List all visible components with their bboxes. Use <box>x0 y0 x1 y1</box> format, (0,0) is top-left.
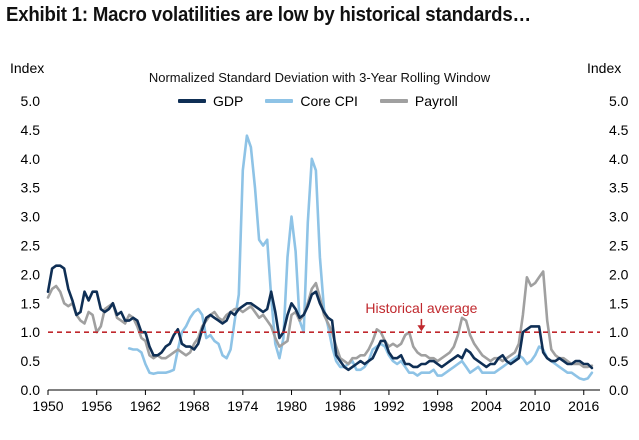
y-tick-label-left: 1.0 <box>21 324 41 340</box>
y-tick-label-right: 4.5 <box>609 122 629 138</box>
x-tick-label: 2010 <box>519 398 550 414</box>
y-tick-label-right: 4.0 <box>609 151 629 167</box>
y-tick-label-left: 2.0 <box>21 266 41 282</box>
legend-item-payroll: Payroll <box>379 93 458 109</box>
x-tick-label: 1968 <box>179 398 210 414</box>
y-tick-label-right: 3.0 <box>609 209 629 225</box>
x-tick-label: 2004 <box>471 398 502 414</box>
legend-label-gdp: GDP <box>213 93 244 109</box>
y-tick-label-left: 3.5 <box>21 180 41 196</box>
right-axis-unit-label: Index <box>587 60 622 76</box>
y-tick-label-left: 0.5 <box>21 353 41 369</box>
y-tick-label-right: 5.0 <box>609 93 629 109</box>
legend-label-core-cpi: Core CPI <box>300 93 358 109</box>
y-tick-label-right: 2.5 <box>609 238 629 254</box>
historical-average-label: Historical average <box>365 300 477 316</box>
y-tick-label-right: 2.0 <box>609 266 629 282</box>
annotation-arrow-head <box>417 325 426 332</box>
chart-legend: GDP Core CPI Payroll <box>178 93 458 109</box>
y-tick-label-right: 3.5 <box>609 180 629 196</box>
y-axis-right: 0.0 0.5 1.0 1.5 2.0 2.5 3.0 3.5 4.0 4.5 5.0 <box>609 93 629 398</box>
x-tick-label: 1980 <box>276 398 307 414</box>
y-tick-label-left: 4.0 <box>21 151 41 167</box>
x-tick-label: 1992 <box>373 398 404 414</box>
x-tick-label: 1986 <box>325 398 356 414</box>
series-line-core-cpi <box>127 134 594 381</box>
legend-swatch-payroll <box>379 99 408 103</box>
y-tick-label-left: 0.0 <box>21 382 41 398</box>
legend-item-gdp: GDP <box>178 93 243 109</box>
y-tick-label-left: 3.0 <box>21 209 41 225</box>
x-tick-label: 1950 <box>32 398 63 414</box>
y-tick-label-right: 0.0 <box>609 382 629 398</box>
exhibit-title: Exhibit 1: Macro volatilities are low by… <box>6 4 531 26</box>
y-tick-label-left: 5.0 <box>21 93 41 109</box>
x-tick-label: 1962 <box>130 398 161 414</box>
legend-swatch-core-cpi <box>265 99 294 103</box>
legend-item-core-cpi: Core CPI <box>265 93 358 109</box>
y-tick-label-right: 0.5 <box>609 353 629 369</box>
x-tick-label: 2016 <box>568 398 599 414</box>
y-tick-label-right: 1.5 <box>609 295 629 311</box>
series-layer <box>46 134 594 381</box>
legend-swatch-gdp <box>178 99 206 103</box>
y-tick-label-right: 1.0 <box>609 324 629 340</box>
x-tick-label: 1998 <box>422 398 453 414</box>
left-axis-unit-label: Index <box>10 60 45 76</box>
y-tick-label-left: 1.5 <box>21 295 41 311</box>
y-axis-left: 0.0 0.5 1.0 1.5 2.0 2.5 3.0 3.5 4.0 4.5 5.0 <box>21 93 41 398</box>
chart-subtitle: Normalized Standard Deviation with 3-Yea… <box>148 70 491 85</box>
series-line-payroll <box>46 270 594 369</box>
x-tick-label: 1956 <box>81 398 112 414</box>
y-tick-label-left: 4.5 <box>21 122 41 138</box>
series-line-gdp <box>46 264 594 372</box>
legend-label-payroll: Payroll <box>414 93 458 109</box>
y-tick-label-left: 2.5 <box>21 238 41 254</box>
x-axis: 1950 1956 1962 1968 1974 1980 1986 1992 1998 2004… <box>32 389 600 414</box>
reference-layer: Historical average <box>48 300 600 334</box>
x-tick-label: 1974 <box>227 398 258 414</box>
